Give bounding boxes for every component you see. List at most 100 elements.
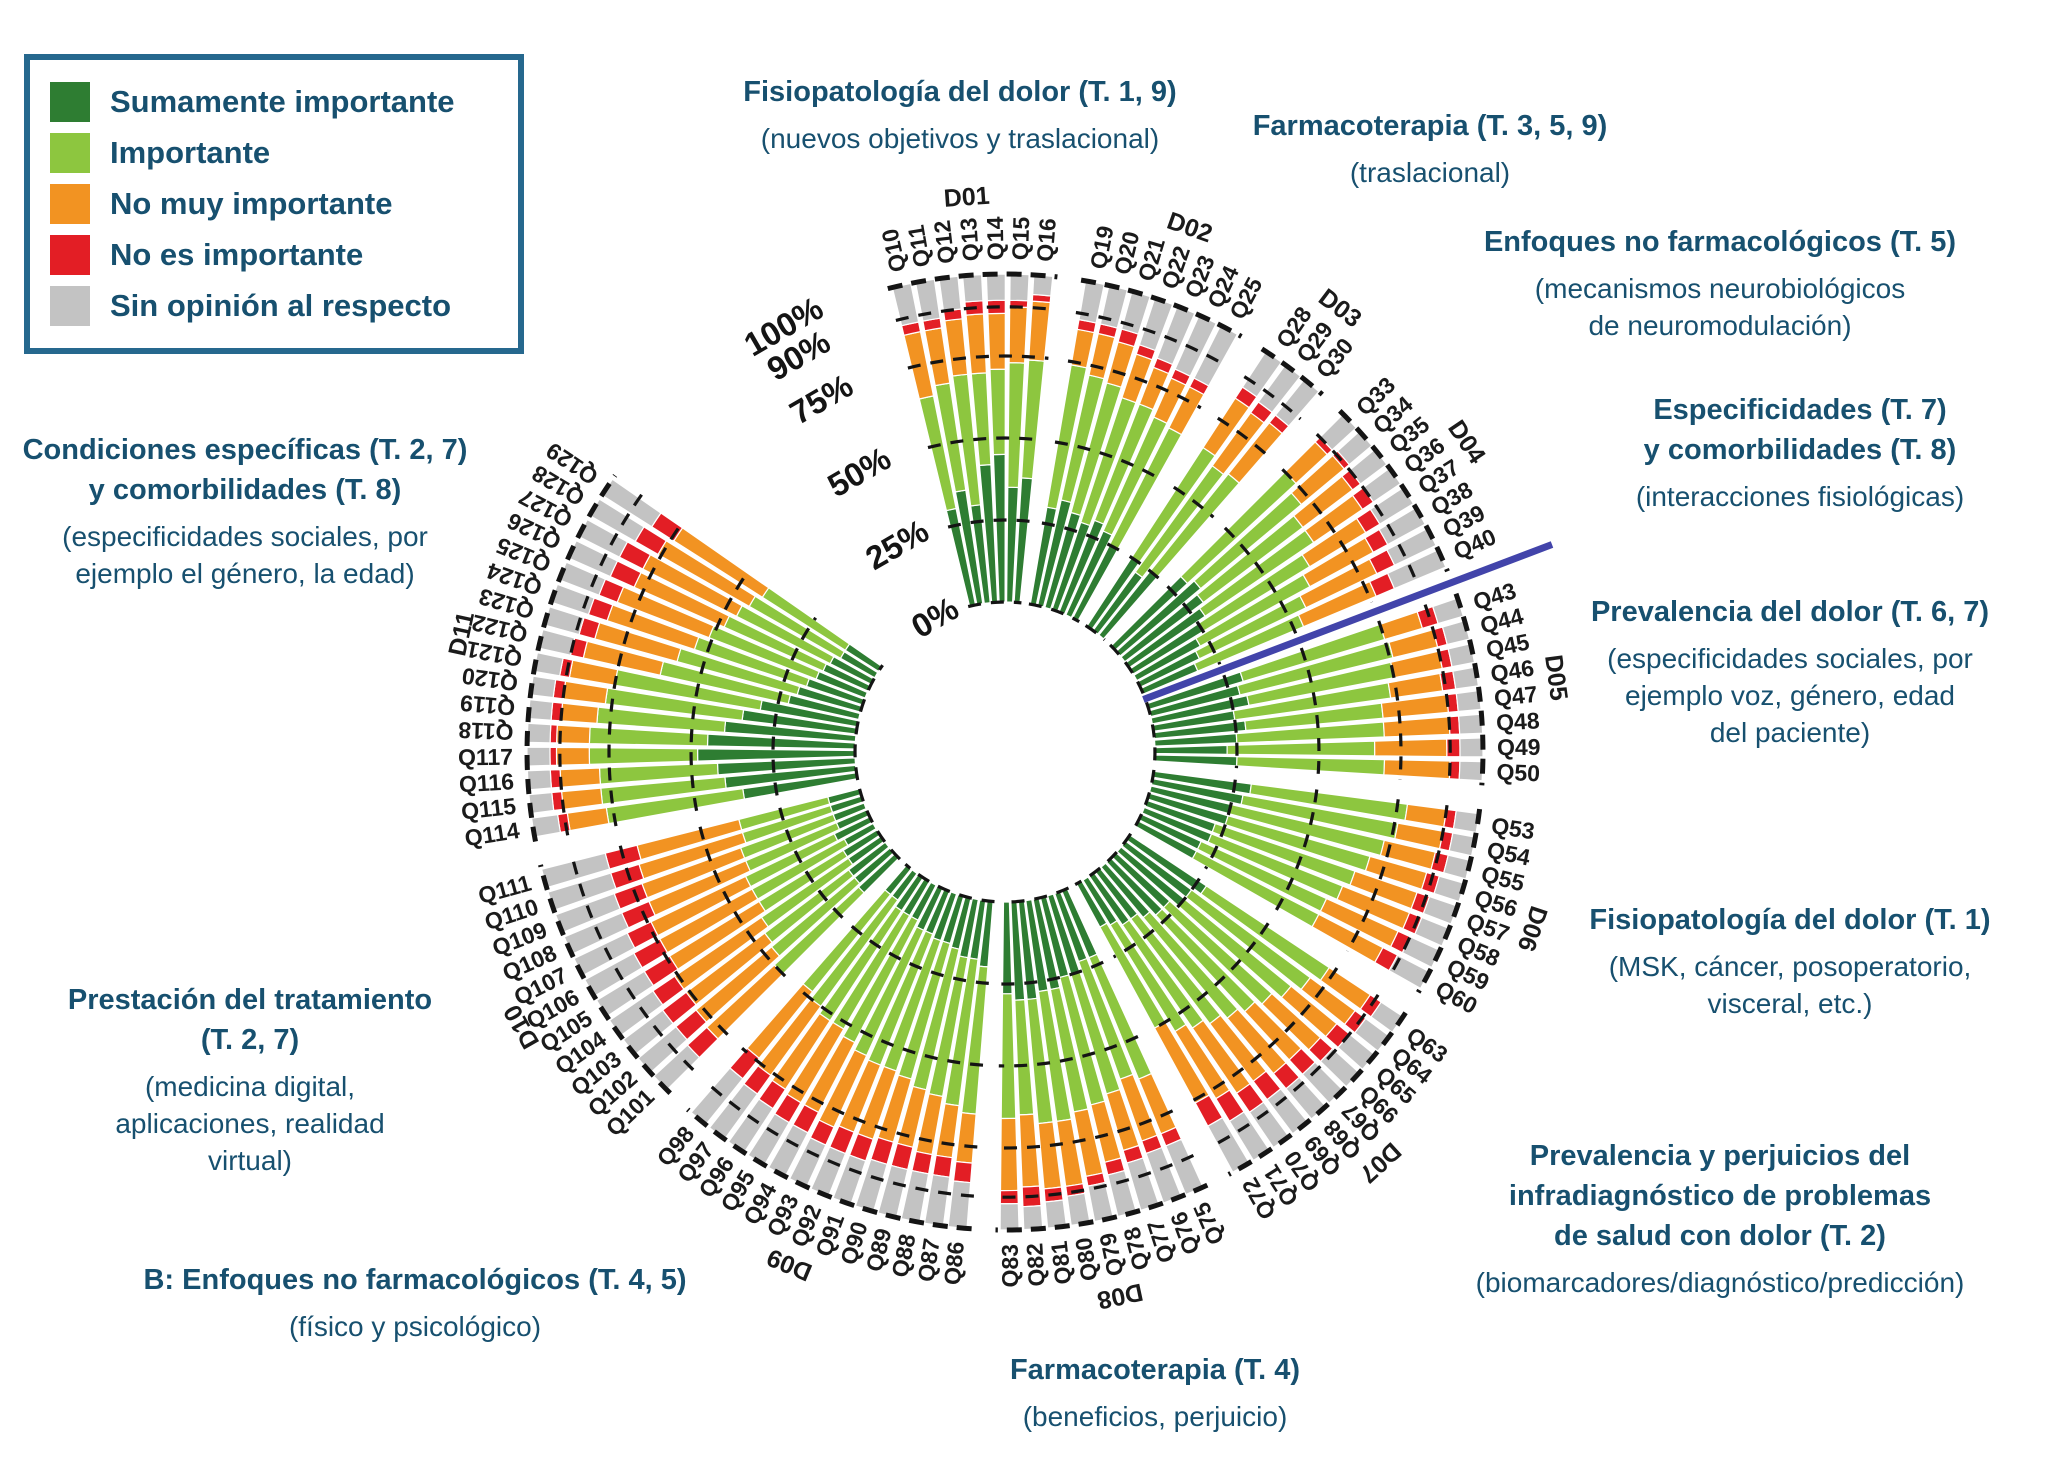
bar-segment-Q49-0	[1154, 744, 1228, 755]
gridline-D09-25	[849, 924, 989, 985]
annotation-subtitle: (especificidades sociales, por ejemplo e…	[62, 521, 428, 589]
gridline-D04-100	[1338, 409, 1450, 573]
gridline-D02-100	[1080, 277, 1243, 339]
annotation-title: Prevalencia del dolor (T. 6, 7)	[1590, 596, 1990, 628]
question-label-Q50: Q50	[1496, 759, 1540, 787]
gridline-D02-75	[1067, 359, 1202, 410]
gridline-D11-75	[607, 521, 684, 827]
bar-segment-Q119-2	[560, 702, 599, 725]
bar-segment-Q49-1	[1226, 740, 1376, 757]
question-label-Q14: Q14	[982, 216, 1009, 260]
bar-segment-Q50-2	[1383, 759, 1451, 780]
bar-segment-Q119-4	[527, 698, 554, 721]
legend-label: Sumamente importante	[110, 83, 455, 119]
axis-label-25pct: 25%	[859, 512, 935, 577]
gridline-D07-90	[1212, 994, 1380, 1147]
gridline-D02-50	[1054, 440, 1162, 481]
bar-segment-Q121-4	[533, 651, 564, 677]
annotation-title: Fisiopatología del dolor (T. 1)	[1589, 904, 1991, 936]
annotation-pain-pathophysiology-t19: Fisiopatología del dolor (T. 1, 9) (nuev…	[560, 72, 1360, 158]
axis-label-50pct: 50%	[821, 439, 897, 504]
question-label-Q86: Q86	[939, 1240, 969, 1286]
bar-segment-Q117-1	[588, 747, 699, 765]
legend-swatch-dark-green	[50, 82, 90, 122]
gridline-D05-50	[1299, 647, 1321, 774]
gridline-D03-75	[1216, 416, 1269, 457]
gridline-D08-50	[998, 1035, 1139, 1068]
bar-segment-Q53-4	[1452, 810, 1480, 834]
gridline-D09-0	[904, 863, 995, 904]
gridline-D02-90	[1075, 310, 1226, 367]
bar-segment-Q14-1	[989, 368, 1006, 456]
annotation-non-pharma-t5: Enfoques no farmacológicos (T. 5) (mecan…	[1400, 222, 2040, 345]
gridline-D11-90	[558, 493, 644, 836]
legend-item: Sin opinión al respecto	[50, 286, 498, 326]
gridline-D04-50	[1223, 526, 1298, 634]
annotation-title: Prestación del tratamiento (T. 2, 7)	[67, 984, 433, 1057]
question-label-Q119: Q119	[459, 690, 516, 721]
gridline-D08-90	[996, 1153, 1195, 1199]
gridline-D06-50	[1275, 789, 1319, 911]
gridline-D03-90	[1243, 375, 1302, 421]
bar-segment-Q116-2	[559, 767, 602, 788]
annotation-title: B: Enfoques no farmacológicos (T. 4, 5)	[143, 1264, 687, 1296]
bar-segment-Q83-1	[1000, 993, 1017, 1120]
gridline-D03-0	[1084, 624, 1106, 642]
bar-segment-Q87-3	[932, 1154, 953, 1178]
bar-segment-Q120-2	[562, 680, 609, 705]
axis-label-0pct: 0%	[905, 589, 965, 645]
question-label-Q118: Q118	[458, 717, 514, 745]
gridline-D03-25	[1128, 555, 1161, 580]
annotation-subtitle: (biomarcadores/diagnóstico/predicción)	[1475, 1267, 1965, 1299]
gridline-D01-75	[907, 354, 1049, 370]
bar-segment-Q16-1	[1020, 359, 1045, 480]
legend-swatch-orange	[50, 184, 90, 224]
legend-label: Sin opinión al respecto	[110, 287, 452, 323]
bar-segment-Q83-0	[1001, 901, 1013, 995]
gridline-D09-90	[708, 1083, 975, 1198]
gridline-D06-25	[1204, 779, 1237, 870]
annotation-subtitle: (traslacional)	[1349, 157, 1511, 189]
bar-segment-Q53-2	[1404, 803, 1448, 828]
bar-segment-Q120-4	[529, 675, 557, 699]
question-label-Q116: Q116	[458, 768, 514, 797]
annotation-title: Prevalencia y perjuicios del infradiagnó…	[1508, 1140, 1932, 1253]
gridline-D09-100	[686, 1107, 972, 1232]
annotation-pain-prevalence-t67: Prevalencia del dolor (T. 6, 7) (especif…	[1530, 592, 2047, 752]
domain-label-D02: D02	[1163, 207, 1216, 249]
bar-segment-Q114-2	[566, 807, 610, 832]
bar-segment-Q88-3	[911, 1150, 933, 1175]
gridline-D01-0	[967, 600, 1022, 609]
gridline-D02-0	[1028, 602, 1080, 623]
annotation-subtitle: (MSK, cáncer, posoperatorio, visceral, e…	[1608, 951, 1972, 1019]
annotation-subtitle: (nuevos objetivos y traslacional)	[760, 123, 1160, 155]
gridline-D05-100	[1453, 592, 1486, 786]
question-label-Q13: Q13	[955, 217, 984, 262]
gridline-D08-100	[995, 1182, 1209, 1233]
gridline-D01-50	[927, 436, 1040, 450]
bar-segment-Q86-3	[952, 1160, 973, 1184]
annotation-title: Farmacoterapia (T. 3, 5, 9)	[1252, 110, 1608, 142]
annotation-specific-conditions-t27: Condiciones específicas (T. 2, 7) y como…	[15, 430, 475, 593]
question-label-Q49: Q49	[1497, 734, 1541, 760]
legend-label: No muy importante	[110, 185, 393, 221]
bar-segment-Q56-4	[1433, 875, 1466, 903]
gridline-D10-25	[778, 806, 844, 919]
gridline-D04-75	[1281, 468, 1374, 603]
gridline-D09-50	[795, 985, 984, 1067]
legend-item: No es importante	[50, 235, 498, 275]
bar-segment-Q115-2	[560, 787, 604, 810]
gridline-D01-100	[887, 271, 1058, 292]
annotation-title: Enfoques no farmacológicos (T. 5)	[1483, 226, 1957, 258]
bar-segment-Q82-4	[1022, 1204, 1044, 1231]
gridline-D06-90	[1388, 805, 1449, 977]
gridline-D05-90	[1423, 604, 1452, 784]
bar-segment-Q118-4	[526, 722, 552, 744]
annotation-subtitle: (beneficios, perjuicio)	[1022, 1401, 1288, 1433]
bar-segment-Q83-4	[999, 1202, 1020, 1231]
gridline-D08-75	[997, 1109, 1174, 1150]
legend-swatch-red	[50, 235, 90, 275]
gridline-D10-0	[857, 787, 902, 861]
divider-line	[1142, 541, 1554, 703]
